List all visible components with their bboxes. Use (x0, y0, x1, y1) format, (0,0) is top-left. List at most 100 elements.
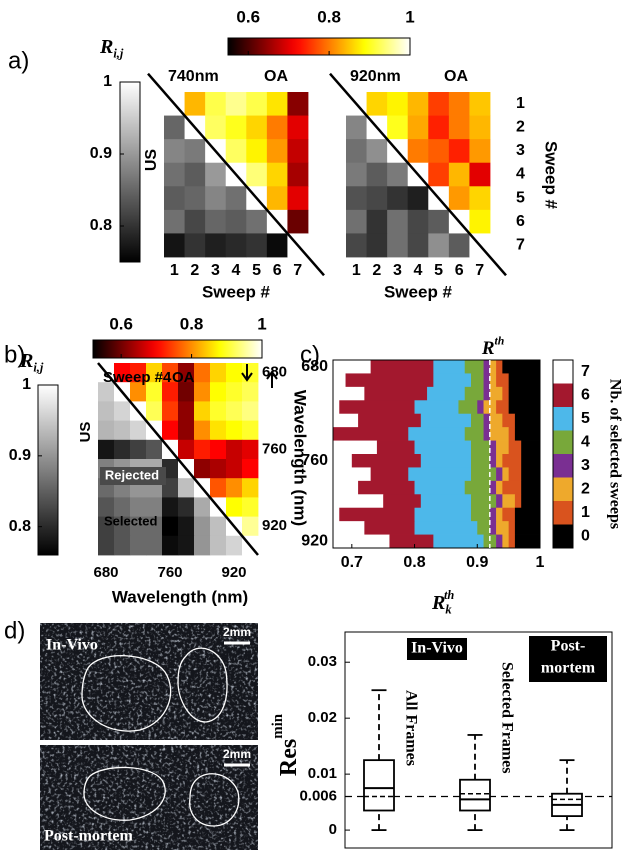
heatmap-cell (226, 139, 247, 163)
heatmap-cell (408, 210, 429, 234)
x-tick-label: 5 (252, 262, 261, 279)
bar-segment (415, 400, 459, 414)
group-label: mortem (541, 660, 596, 677)
heatmap-cell (267, 233, 288, 257)
heatmap-cell (210, 401, 226, 421)
heatmap-cell (226, 210, 247, 234)
legend-label: 5 (581, 410, 590, 427)
heatmap-cell (146, 536, 162, 556)
colorbar-tick-label: 0.8 (9, 518, 31, 535)
colorbar-tick-label: 0.9 (90, 145, 112, 162)
heatmap-cell (178, 497, 194, 517)
heatmap-cell (246, 139, 267, 163)
threshold-label-sup: th (495, 334, 505, 347)
heatmap-cell (226, 92, 247, 116)
heatmap-cell (178, 536, 194, 556)
x-tick-label: 2 (372, 262, 381, 279)
colorbar (228, 38, 410, 55)
heatmap-cell (210, 517, 226, 537)
heatmap-cell (367, 186, 388, 210)
x-tick-label: 760 (157, 564, 182, 581)
heatmap-cell (246, 163, 267, 187)
y-tick-label: 1 (516, 95, 525, 112)
legend-label: 7 (581, 363, 590, 380)
heatmap-cell (469, 210, 490, 234)
bar-segment (465, 427, 484, 441)
box-annotation: All Frames (402, 690, 419, 766)
x-tick-label: 3 (211, 262, 220, 279)
x-tick-label: 0.9 (466, 554, 488, 571)
y-axis-label-base: Res (276, 739, 302, 776)
heatmap-cell (469, 186, 490, 210)
heatmap-cell (246, 92, 267, 116)
x-tick-label: 2 (190, 262, 199, 279)
heatmap-cell (178, 421, 194, 441)
bar-segment (509, 400, 541, 414)
heatmap-cell (387, 92, 408, 116)
y-axis-label: Sweep # (542, 141, 561, 210)
heatmap-cell (226, 421, 242, 441)
heatmap-cell (346, 210, 367, 234)
panel-label: d) (4, 617, 25, 644)
heatmap-cell (98, 421, 114, 441)
bar-segment (496, 508, 503, 522)
colorbar-tick-label: 0.8 (180, 314, 204, 333)
bar-segment (509, 427, 516, 441)
x-tick-label: 4 (232, 262, 241, 279)
heatmap-cell (185, 163, 206, 187)
heatmap-cell (428, 92, 449, 116)
bar-segment (465, 387, 484, 401)
heatmap-cell (185, 186, 206, 210)
legend-swatch (553, 454, 573, 478)
bar-segment (521, 467, 540, 481)
heatmap-cell (387, 163, 408, 187)
heatmap-cell (210, 440, 226, 460)
heatmap-cell (449, 92, 470, 116)
heatmap-cell (242, 421, 258, 441)
heatmap-cell (242, 382, 258, 402)
modality-label: OA (172, 369, 195, 386)
heatmap-cell (226, 401, 242, 421)
bar-segment (521, 454, 540, 468)
x-tick-label: 680 (93, 564, 118, 581)
heatmap-cell (346, 186, 367, 210)
bar-segment (358, 414, 421, 428)
colorbar-tick-label: 1 (103, 73, 112, 90)
bar-segment (333, 373, 346, 387)
bar-segment (333, 414, 358, 428)
bar-segment (433, 535, 483, 549)
legend-swatch (553, 360, 573, 384)
bar-segment (458, 400, 477, 414)
heatmap-cell (428, 233, 449, 257)
colorbar (93, 340, 262, 358)
heatmap-cell (367, 210, 388, 234)
heatmap-cell (205, 186, 226, 210)
y-tick-label: 5 (516, 189, 525, 206)
legend-label: 4 (581, 433, 590, 450)
x-tick-label: 4 (414, 262, 423, 279)
y-tick-label: 0 (329, 821, 337, 838)
heatmap-cell (367, 92, 388, 116)
x-axis-label-sup: th (444, 588, 454, 602)
y-tick-label: 7 (516, 236, 525, 253)
heatmap-cell (242, 517, 258, 537)
bar-segment (333, 481, 358, 495)
heatmap-cell (130, 536, 146, 556)
heatmap-cell (242, 478, 258, 498)
heatmap-cell (164, 139, 185, 163)
image-label: In-Vivo (46, 637, 98, 654)
bar-segment (490, 521, 497, 535)
figure: In-Vivo 2mm 2mm Post-mortem 1234567740nm… (0, 0, 639, 855)
heatmap-title: Sweep #4 (103, 369, 172, 386)
box (460, 780, 490, 811)
bar-segment (515, 414, 540, 428)
bar-segment (509, 521, 516, 535)
heatmap-cell (178, 440, 194, 460)
x-tick-label: 1 (352, 262, 361, 279)
x-tick-label: 6 (273, 262, 282, 279)
heatmap-cell (226, 382, 242, 402)
bar-segment (339, 508, 415, 522)
legend-label: 3 (581, 457, 590, 474)
page: {"chart_data": [ {"type": "heatmap", "pa… (0, 0, 639, 855)
heatmap-cell (469, 92, 490, 116)
